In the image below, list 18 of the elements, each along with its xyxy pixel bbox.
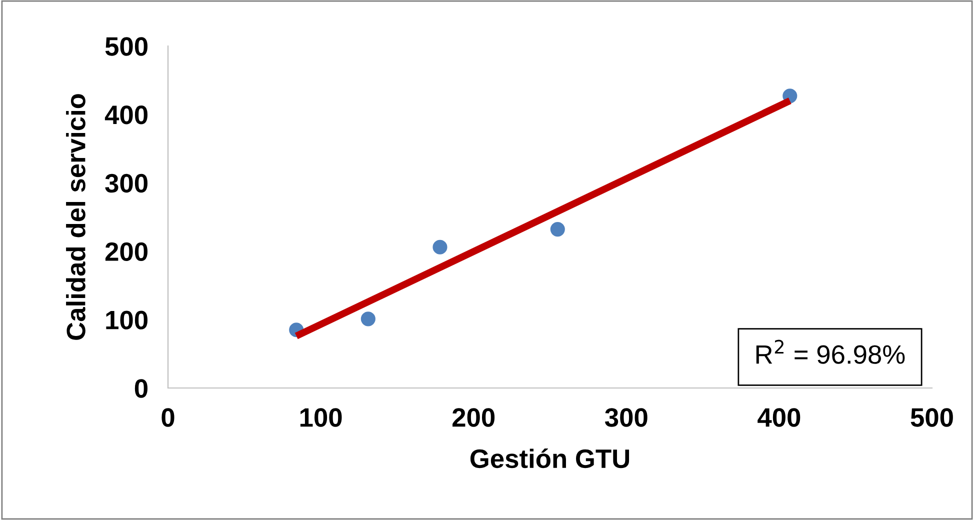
point — [432, 240, 448, 254]
x-tick-label: 400 — [758, 408, 800, 427]
y-tick-label: 400 — [104, 106, 148, 124]
x-tick-label: 300 — [604, 408, 648, 427]
y-tick-label: 200 — [105, 242, 148, 262]
x-tick-label: 0 — [162, 408, 174, 427]
point — [550, 222, 565, 237]
x-tick-label: 100 — [300, 408, 342, 427]
y-axis-title: Calidad del servicio — [66, 94, 86, 340]
annotation: R$^{2}$ = 96.98% — [756, 340, 905, 364]
point — [360, 312, 376, 326]
x-tick-label: 200 — [452, 408, 495, 427]
y-tick-label: 0 — [134, 379, 148, 398]
x-tick-label: 500 — [910, 408, 953, 427]
y-tick-label: 500 — [105, 37, 148, 56]
y-tick-label: 300 — [105, 174, 148, 193]
x-axis-title: Gestión GTU — [470, 448, 630, 468]
y-tick-label: 100 — [106, 310, 148, 330]
